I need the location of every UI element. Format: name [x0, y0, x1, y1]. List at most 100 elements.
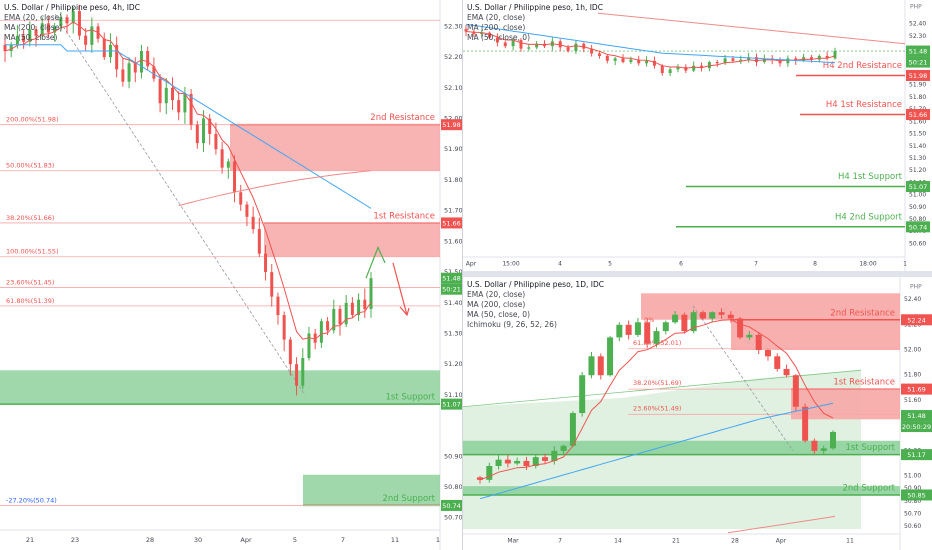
- candle-body: [313, 333, 317, 343]
- candle-body: [276, 296, 280, 316]
- y-tick-label: 51.90: [909, 82, 926, 89]
- currency-label: PHP: [910, 284, 922, 291]
- candle-body: [833, 51, 837, 59]
- zone-label: 2nd Resistance: [370, 113, 435, 123]
- x-tick-label: 28: [146, 536, 154, 544]
- price-tag-text: 51.69: [907, 386, 926, 394]
- price-tag: [441, 272, 462, 284]
- y-tick-label: 51.60: [904, 397, 921, 404]
- candle-body: [133, 63, 137, 73]
- panel-divider: [463, 271, 932, 277]
- price-tag-text: 51.66: [909, 111, 928, 119]
- chart-1d-canvas[interactable]: PHP52.4052.2052.0051.8051.6051.4051.2051…: [463, 277, 932, 550]
- x-tick-label: 28: [731, 538, 739, 545]
- y-tick-label: 52.30: [909, 33, 926, 40]
- chart-panel-4h[interactable]: 52.30 52.20 52.10 52.00 51.90 51.80 51.70 51.60…: [0, 0, 462, 550]
- chart-panel-1d[interactable]: PHP52.4052.2052.0051.8051.6051.4051.2051…: [463, 277, 932, 550]
- zone-label: 1st Resistance: [833, 378, 895, 388]
- x-tick-label: 7: [754, 261, 758, 268]
- y-tick-label: 51.20: [909, 167, 926, 174]
- candle-body: [239, 192, 243, 205]
- support-zone-2[interactable]: [303, 474, 440, 506]
- candle-body: [644, 322, 651, 344]
- candle-body: [794, 58, 798, 61]
- y-tick-label: 52.10: [444, 84, 462, 92]
- price-tag-text: 51.07: [909, 183, 928, 191]
- candle-body: [621, 58, 625, 63]
- chart-1d-legend: U.S. Dollar / Philippine peso, 1D, IDC E…: [467, 280, 604, 330]
- candle-body: [542, 457, 549, 461]
- x-tick-label: 11: [846, 538, 854, 545]
- price-tag: [901, 449, 932, 461]
- y-tick-label: 50.80: [904, 498, 921, 505]
- candle-body: [681, 314, 688, 332]
- price-tag-text: 51.48: [442, 275, 461, 283]
- candle-body: [715, 62, 719, 64]
- candle-body: [590, 48, 594, 54]
- candle-body: [464, 29, 468, 32]
- indicator-label: MA (50, close, 0): [467, 310, 531, 319]
- support-zone-1[interactable]: [0, 370, 440, 405]
- candle-body: [523, 460, 530, 466]
- h4-level-label: H4 2nd Support: [835, 212, 903, 222]
- price-tag: [906, 56, 930, 68]
- candle-body: [288, 339, 292, 365]
- x-tick-label: 7: [341, 536, 345, 544]
- forecast-arrow-up: [365, 245, 386, 279]
- candle-body: [535, 43, 539, 48]
- candle-body: [139, 50, 143, 73]
- candle-body: [825, 55, 829, 59]
- ma200-line: [597, 12, 906, 45]
- candle-body: [127, 63, 131, 82]
- chart-panel-1h[interactable]: PHP52.4052.3052.2052.1052.0051.9051.8051…: [463, 0, 932, 271]
- chart-title: U.S. Dollar / Philippine peso, 1h, IDC: [467, 3, 603, 12]
- forecast-arrow-down: [392, 262, 408, 316]
- candle-body: [668, 69, 672, 74]
- resistance-zone-2[interactable]: [230, 124, 440, 171]
- fib-label: 200.00%(51.98): [6, 116, 59, 124]
- currency-label: PHP: [910, 4, 922, 11]
- x-tick-label: Apr: [240, 536, 252, 544]
- h4-level-label: H4 1st Support: [838, 172, 903, 182]
- candle-body: [226, 161, 230, 168]
- y-tick-label: 51.00: [909, 192, 926, 199]
- candle-body: [22, 35, 26, 42]
- candle-body: [723, 58, 727, 64]
- candle-body: [282, 315, 286, 340]
- price-tag: [441, 499, 462, 511]
- chart-4h-canvas[interactable]: 52.30 52.20 52.10 52.00 51.90 51.80 51.70 51.60…: [0, 0, 462, 550]
- candle-body: [746, 334, 753, 338]
- ema-line: [479, 319, 834, 481]
- candle-body: [690, 312, 697, 332]
- candle-body: [251, 216, 255, 230]
- candle-body: [71, 11, 75, 24]
- candle-body: [257, 229, 261, 254]
- support-zone-2[interactable]: [463, 486, 900, 495]
- candle-body: [121, 69, 125, 82]
- candle-body: [684, 66, 688, 71]
- x-tick-label: 11: [391, 536, 399, 544]
- candle-body: [774, 356, 781, 369]
- y-tick-label: 52.20: [444, 53, 462, 61]
- chart-title: U.S. Dollar / Philippine peso, 1D, IDC: [467, 280, 604, 289]
- indicator-label: EMA (20, close): [467, 290, 526, 299]
- resistance-zone-1[interactable]: [264, 222, 440, 257]
- price-tag: [906, 109, 930, 121]
- candle-body: [783, 368, 790, 376]
- indicator-label: MA (200, close): [467, 300, 526, 309]
- zone-label: 2nd Support: [843, 483, 896, 493]
- candle-body: [301, 358, 305, 386]
- x-tick-label: Apr: [466, 261, 477, 268]
- candle-body: [102, 38, 106, 58]
- x-tick-label: 14: [614, 538, 622, 545]
- indicator-label: Ichimoku (9, 26, 52, 26): [467, 320, 557, 329]
- price-tag: [901, 421, 932, 433]
- y-tick-label: 51.60: [444, 237, 462, 245]
- price-tag: [901, 489, 932, 501]
- candle-body: [189, 93, 193, 125]
- price-tag: [901, 410, 932, 422]
- chart-1h-canvas[interactable]: PHP52.4052.3052.2052.1052.0051.9051.8051…: [463, 0, 932, 271]
- candle-body: [504, 459, 511, 464]
- y-tick-label: 51.80: [909, 94, 926, 101]
- y-tick-label: 51.40: [444, 299, 462, 307]
